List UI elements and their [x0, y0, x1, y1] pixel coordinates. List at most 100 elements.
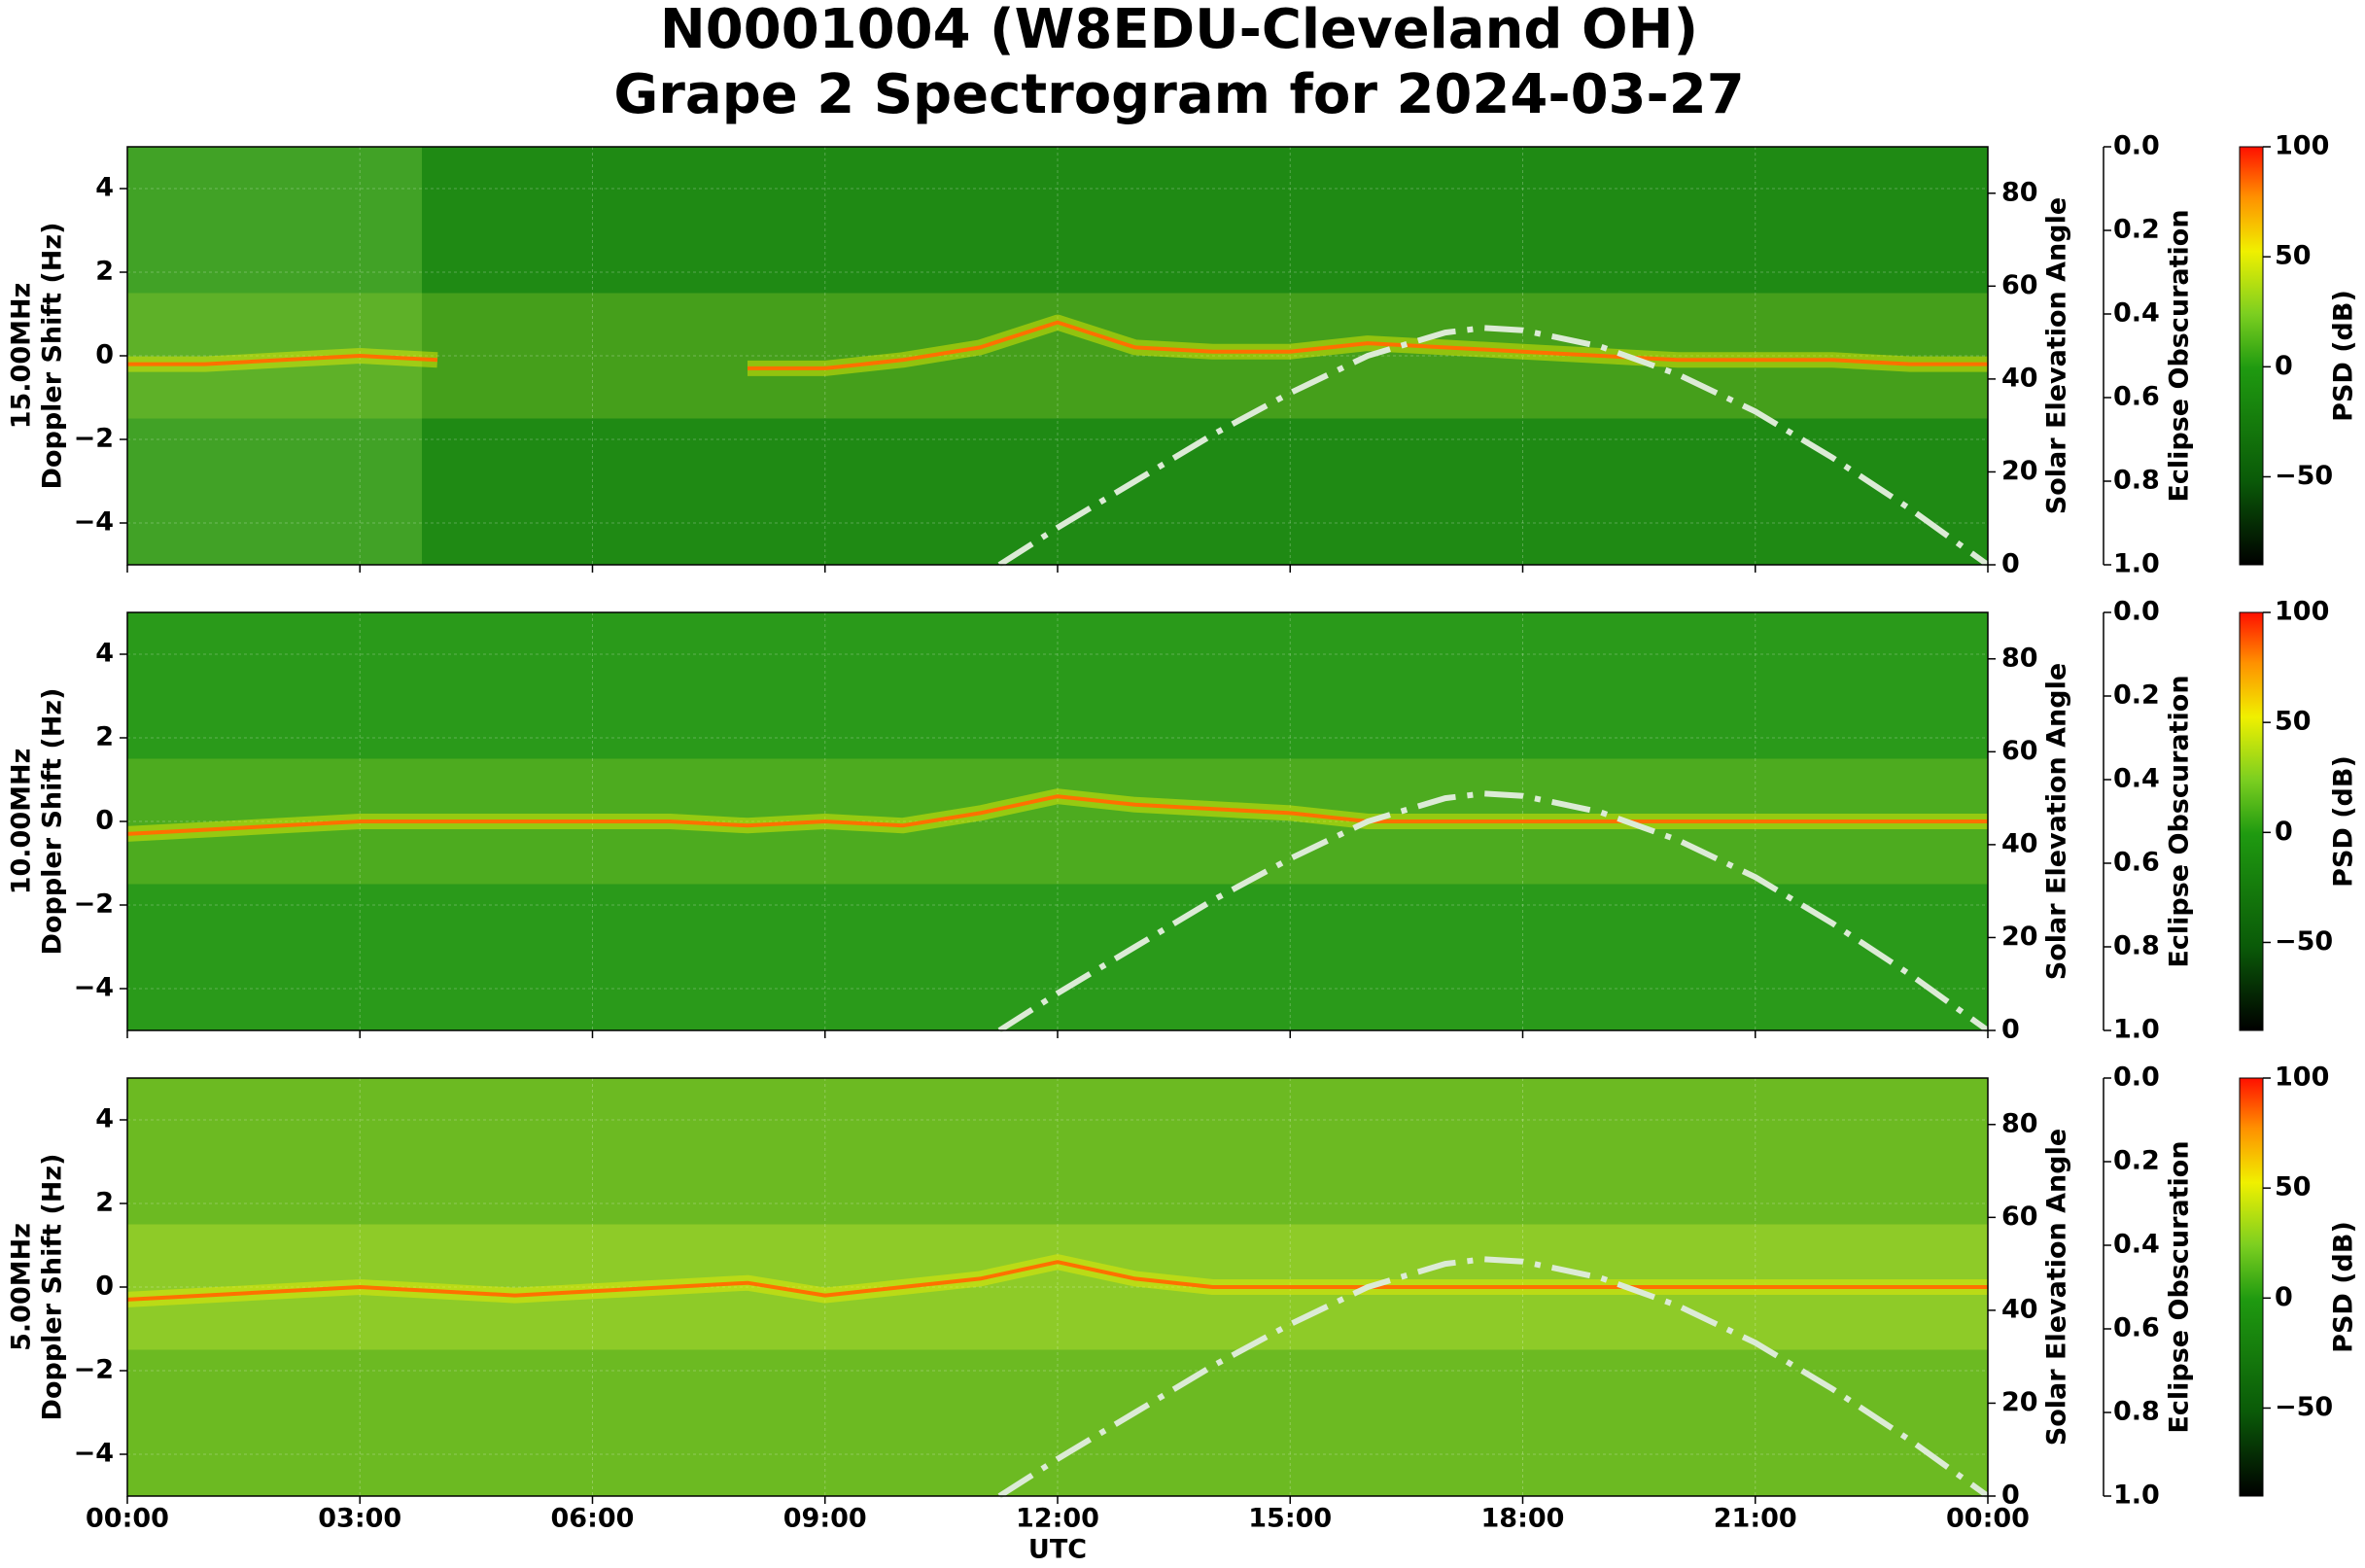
y2-tick-label: 80 — [2001, 1108, 2038, 1138]
eclipse-tick-label: 0.8 — [2113, 466, 2160, 496]
y2-tick-label: 20 — [2001, 456, 2038, 486]
colorbar-tick-label: 100 — [2275, 131, 2329, 161]
y-tick-label: −4 — [74, 1439, 114, 1469]
y2-tick-label: 60 — [2001, 1202, 2038, 1232]
y-tick-label: 4 — [95, 1104, 114, 1134]
x-tick-label: 00:00 — [1946, 1504, 2030, 1534]
eclipse-tick-label: 1.0 — [2113, 549, 2160, 579]
eclipse-tick-label: 1.0 — [2113, 1481, 2160, 1511]
eclipse-tick-label: 0.0 — [2113, 597, 2160, 627]
y2-tick-label: 80 — [2001, 177, 2038, 207]
eclipse-tick-label: 1.0 — [2113, 1015, 2160, 1045]
y2-tick-label: 20 — [2001, 922, 2038, 952]
y2-tick-label: 60 — [2001, 270, 2038, 300]
colorbar — [2239, 611, 2264, 1031]
colorbar-tick-label: 100 — [2275, 597, 2329, 627]
doppler-trace — [127, 320, 1988, 370]
colorbar-tick-label: 50 — [2275, 1172, 2312, 1202]
eclipse-tick-label: 0.6 — [2113, 382, 2160, 412]
eclipse-tick-label: 0.2 — [2113, 680, 2160, 711]
eclipse-tick-label: 0.6 — [2113, 1313, 2160, 1343]
x-tick-label: 12:00 — [1016, 1504, 1099, 1534]
y2-tick-label: 40 — [2001, 1294, 2038, 1324]
y2-axis-label: Solar Elevation Angle — [2042, 1129, 2072, 1446]
y2-tick-label: 40 — [2001, 363, 2038, 393]
eclipse-tick-label: 0.0 — [2113, 131, 2160, 161]
x-tick-label: 09:00 — [783, 1504, 867, 1534]
y2-tick-label: 0 — [2001, 549, 2020, 579]
colorbar-tick-label: −50 — [2275, 461, 2333, 491]
colorbar-tick-label: −50 — [2275, 926, 2333, 957]
solar-elevation — [997, 325, 1990, 568]
y-axis-label: Doppler Shift (Hz) — [38, 688, 68, 956]
colorbar-tick-label: 50 — [2275, 707, 2312, 737]
eclipse-axis-label: Eclipse Obscuration — [2165, 675, 2195, 967]
eclipse-tick-label: 0.8 — [2113, 1397, 2160, 1427]
spectrogram-background — [127, 147, 1988, 565]
spectrogram-glow — [127, 293, 1988, 419]
y2-axis-label: Solar Elevation Angle — [2042, 197, 2072, 514]
eclipse-tick-label: 0.4 — [2113, 764, 2160, 794]
eclipse-tick-label: 0.6 — [2113, 848, 2160, 878]
y2-axis-label: Solar Elevation Angle — [2042, 663, 2072, 980]
x-tick-label: 03:00 — [318, 1504, 401, 1534]
y-tick-label: 0 — [95, 340, 114, 370]
colorbar-tick-label: 0 — [2275, 1282, 2293, 1312]
colorbar-tick-label: 50 — [2275, 241, 2312, 271]
colorbar — [2239, 146, 2264, 566]
y2-tick-label: 0 — [2001, 1481, 2020, 1511]
y-tick-label: 0 — [95, 806, 114, 836]
y2-tick-label: 20 — [2001, 1387, 2038, 1417]
y-axis-label: Doppler Shift (Hz) — [38, 1154, 68, 1421]
y-tick-label: 4 — [95, 173, 114, 203]
colorbar-tick-label: 0 — [2275, 351, 2293, 381]
y-tick-label: −2 — [74, 424, 114, 454]
y-tick-label: 2 — [95, 257, 114, 287]
title-line: N0001004 (W8EDU-Cleveland OH) — [660, 0, 1698, 61]
y-tick-label: 2 — [95, 722, 114, 752]
band-label: 10.00MHz — [7, 749, 37, 895]
eclipse-tick-label: 0.8 — [2113, 931, 2160, 961]
y-tick-label: 0 — [95, 1272, 114, 1302]
y-tick-label: 2 — [95, 1188, 114, 1218]
x-tick-label: 00:00 — [86, 1504, 169, 1534]
colorbar — [2239, 1077, 2264, 1497]
eclipse-axis-label: Eclipse Obscuration — [2165, 1140, 2195, 1433]
y-tick-label: −2 — [74, 1355, 114, 1385]
x-tick-label: 21:00 — [1714, 1504, 1797, 1534]
eclipse-tick-label: 0.2 — [2113, 215, 2160, 245]
title-line: Grape 2 Spectrogram for 2024-03-27 — [613, 63, 1744, 126]
solar-elevation — [997, 790, 1990, 1033]
y2-tick-label: 60 — [2001, 736, 2038, 766]
eclipse-tick-label: 0.4 — [2113, 298, 2160, 329]
eclipse-tick-label: 0.2 — [2113, 1146, 2160, 1176]
solar-elevation — [997, 1256, 1990, 1499]
band-label: 15.00MHz — [7, 283, 37, 430]
y-tick-label: −4 — [74, 507, 114, 538]
eclipse-axis-label: Eclipse Obscuration — [2165, 209, 2195, 502]
x-axis-label: UTC — [1028, 1535, 1087, 1565]
x-tick-label: 18:00 — [1481, 1504, 1565, 1534]
doppler-trace — [126, 1260, 1988, 1302]
x-tick-label: 06:00 — [551, 1504, 635, 1534]
eclipse-tick-label: 0.4 — [2113, 1230, 2160, 1260]
y-tick-label: 4 — [95, 639, 114, 669]
doppler-trace — [126, 794, 1988, 836]
colorbar-label: PSD (dB) — [2329, 1221, 2359, 1353]
y-tick-label: −2 — [74, 889, 114, 920]
y2-tick-label: 80 — [2001, 643, 2038, 673]
y2-tick-label: 40 — [2001, 828, 2038, 858]
colorbar-tick-label: −50 — [2275, 1392, 2333, 1422]
y2-tick-label: 0 — [2001, 1015, 2020, 1045]
colorbar-label: PSD (dB) — [2329, 755, 2359, 888]
colorbar-label: PSD (dB) — [2329, 290, 2359, 422]
colorbar-tick-label: 0 — [2275, 817, 2293, 847]
y-tick-label: −4 — [74, 973, 114, 1003]
y-axis-label: Doppler Shift (Hz) — [38, 223, 68, 490]
band-label: 5.00MHz — [7, 1223, 37, 1351]
x-tick-label: 15:00 — [1248, 1504, 1332, 1534]
eclipse-tick-label: 0.0 — [2113, 1063, 2160, 1093]
colorbar-tick-label: 100 — [2275, 1063, 2329, 1093]
